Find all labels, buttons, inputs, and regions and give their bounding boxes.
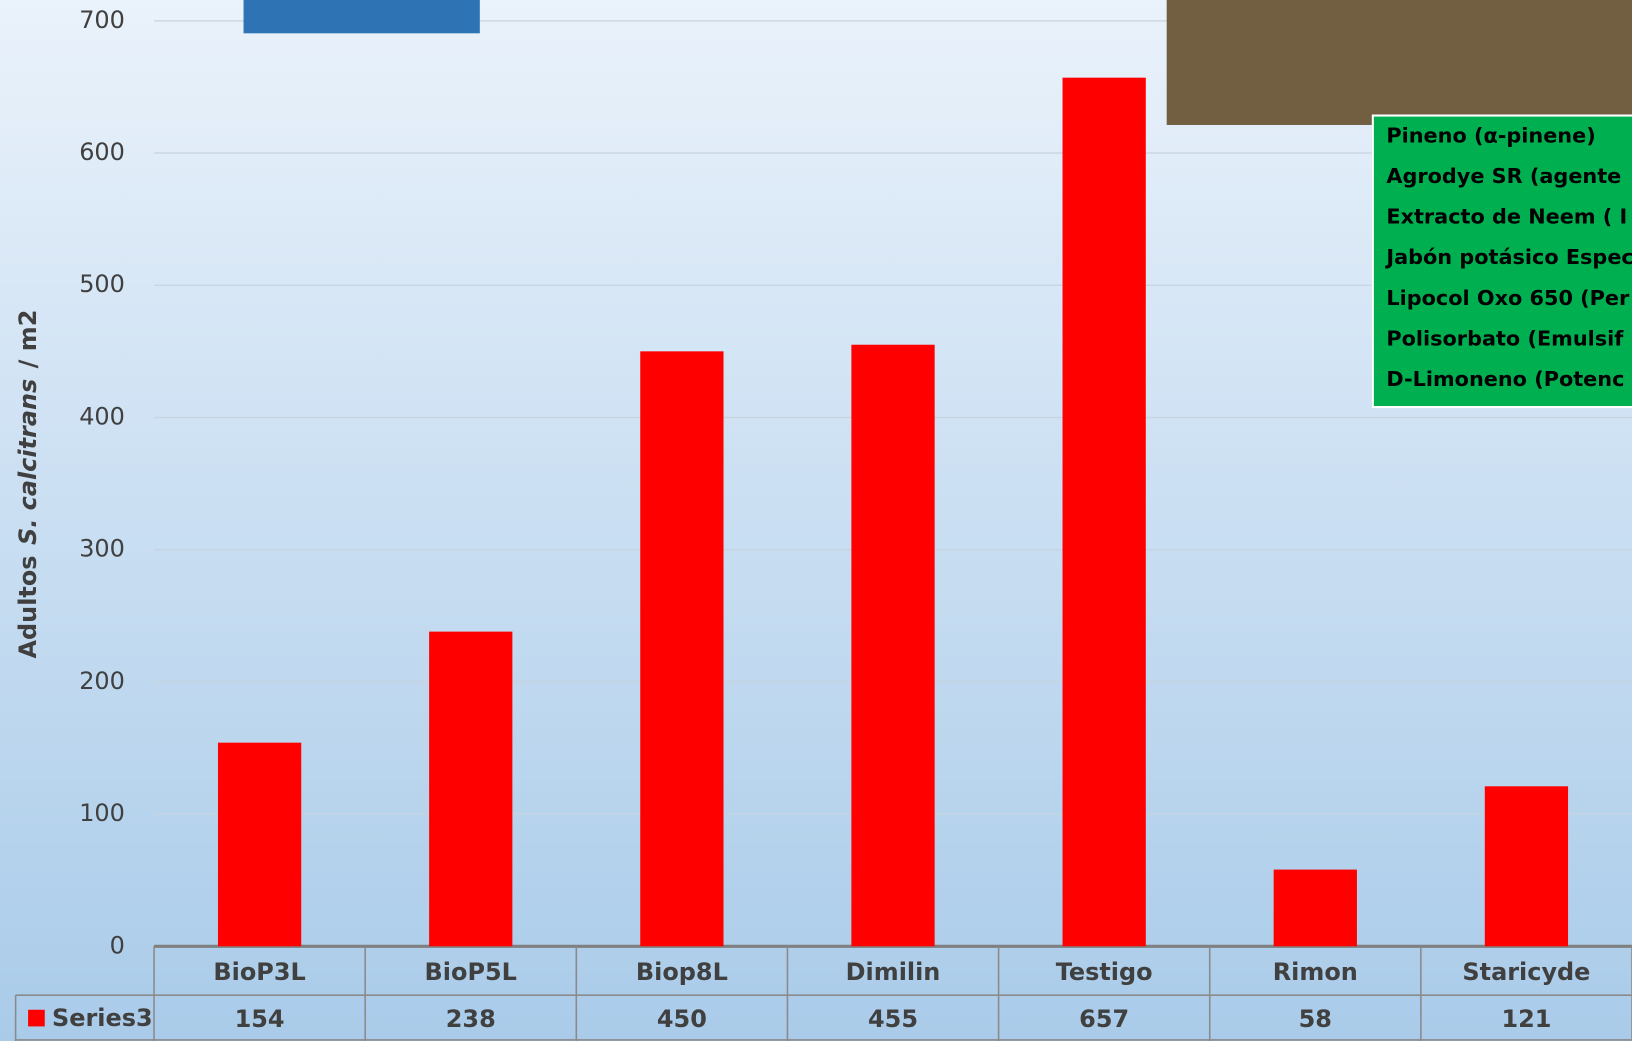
table-value: 58 bbox=[1299, 1005, 1332, 1033]
table-value: 121 bbox=[1501, 1005, 1551, 1033]
y-tick-label: 200 bbox=[79, 667, 125, 695]
plot: 0 100 200 300 400 500 600 700 154 238 450 455 657 58 1… bbox=[14, 6, 1632, 1041]
y-tick-label: 600 bbox=[79, 138, 125, 166]
bar bbox=[1484, 786, 1569, 947]
x-tick-label: Testigo bbox=[1056, 958, 1153, 986]
table-value: 154 bbox=[235, 1005, 285, 1033]
bar bbox=[640, 351, 724, 947]
legend-box-line: Polisorbato (Emulsif bbox=[1386, 326, 1624, 350]
legend-marker bbox=[28, 1009, 45, 1027]
y-tick-label: 0 bbox=[110, 931, 125, 959]
legend-box-line: Pineno (α-pinene) bbox=[1386, 123, 1595, 147]
y-label-species: S. calcitrans bbox=[14, 379, 42, 545]
legend-box-lines: Pineno (α-pinene) Agrodye SR (agente Extra… bbox=[1384, 123, 1632, 391]
x-tick-label: Staricyde bbox=[1462, 958, 1590, 986]
bar bbox=[1273, 869, 1357, 947]
bar bbox=[851, 344, 935, 947]
y-label-suffix: / m2 bbox=[14, 310, 42, 369]
legend-box-line: Agrodye SR (agente bbox=[1386, 164, 1621, 188]
x-tick-label: BioP3L bbox=[213, 958, 305, 986]
y-axis-label: Adultos S. calcitrans / m2 bbox=[14, 310, 42, 659]
bar bbox=[1062, 77, 1146, 947]
y-label-prefix: Adultos bbox=[14, 555, 42, 658]
y-tick-label: 400 bbox=[79, 402, 125, 430]
y-tick-label: 700 bbox=[79, 6, 125, 34]
table-value: 455 bbox=[868, 1005, 918, 1033]
x-tick-label: Dimilin bbox=[846, 958, 941, 986]
x-tick-label: Biop8L bbox=[636, 958, 728, 986]
legend-box-line: Jabón potásico Espec bbox=[1384, 245, 1632, 269]
blue-banner bbox=[243, 0, 480, 34]
legend-label: Series3 bbox=[52, 1004, 153, 1032]
legend-box-line: Extracto de Neem ( I bbox=[1386, 205, 1627, 229]
x-tick-label: BioP5L bbox=[425, 958, 517, 986]
legend-box-line: D-Limoneno (Potenc bbox=[1386, 367, 1624, 391]
legend-box: Pineno (α-pinene) Agrodye SR (agente Extra… bbox=[1371, 114, 1632, 409]
bar bbox=[429, 631, 513, 947]
bar bbox=[217, 742, 302, 947]
photo-texture bbox=[1166, 0, 1632, 125]
table-value: 657 bbox=[1079, 1005, 1129, 1033]
table-value: 450 bbox=[657, 1005, 707, 1033]
legend-box-line: Lipocol Oxo 650 (Per bbox=[1386, 286, 1630, 310]
y-tick-label: 500 bbox=[79, 270, 125, 298]
y-tick-label: 300 bbox=[79, 535, 125, 563]
y-tick-label: 100 bbox=[79, 799, 125, 827]
legend-box-bg bbox=[1371, 114, 1632, 409]
x-tick-label: Rimon bbox=[1273, 958, 1358, 986]
table-value: 238 bbox=[446, 1005, 496, 1033]
